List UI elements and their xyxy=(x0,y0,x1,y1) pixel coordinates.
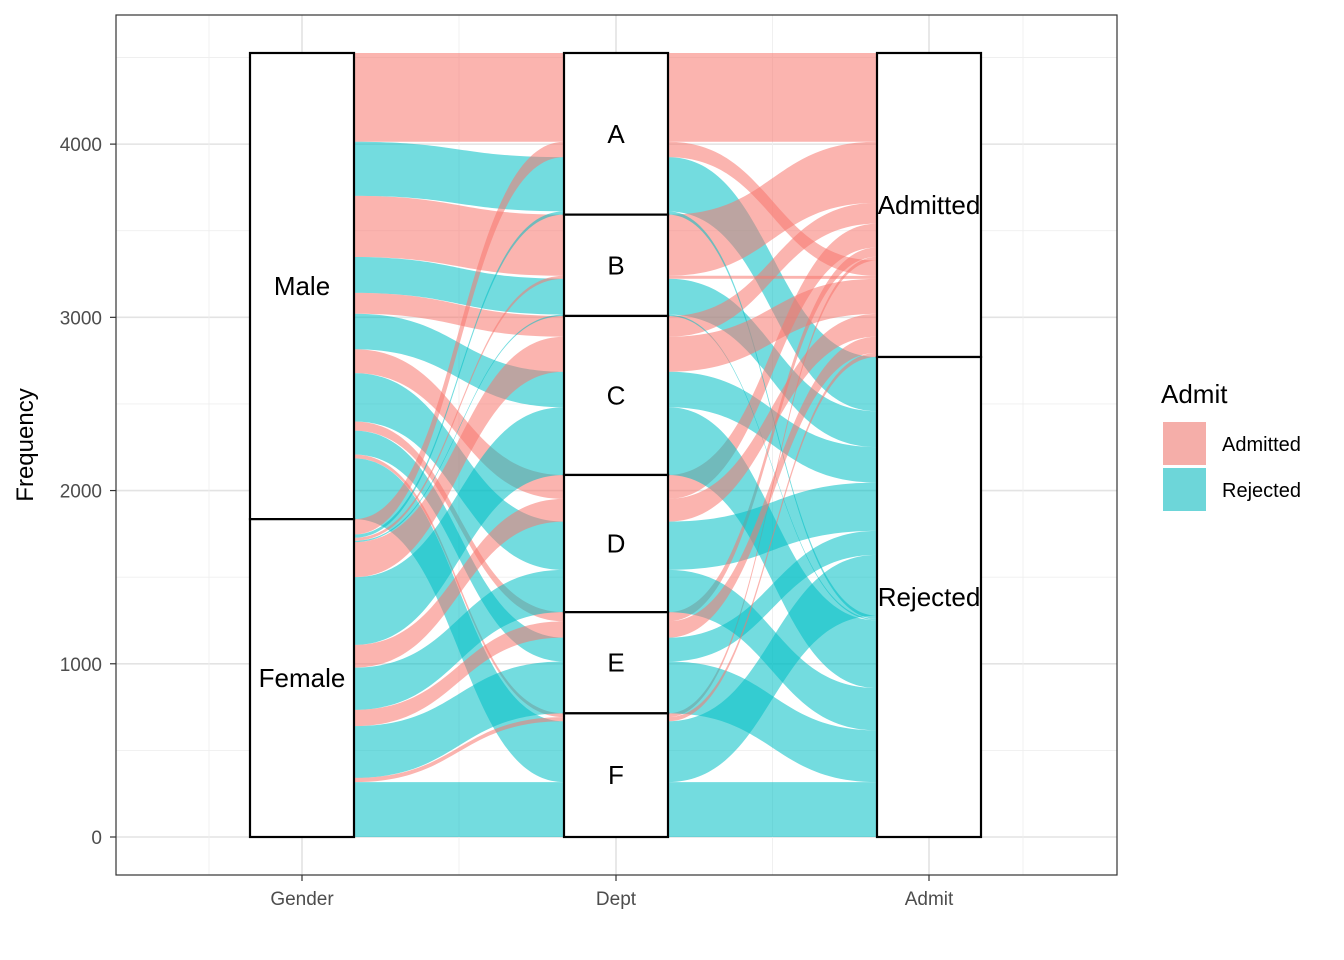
flow-female-f-admitted-dept xyxy=(668,352,877,722)
stratum-label-female: Female xyxy=(259,663,346,693)
stratum-admit-rejected xyxy=(875,355,983,839)
flow-female-e-admitted-dept xyxy=(668,336,877,638)
flow-female-b-rejected-dept xyxy=(668,314,877,621)
stratum-dept-e xyxy=(562,611,670,715)
stratum-dept-c xyxy=(562,314,670,477)
y-axis-title: Frequency xyxy=(12,388,39,501)
flow-male-d-admitted-gender xyxy=(354,349,564,499)
stratum-dept-b xyxy=(562,213,670,318)
flow-female-d-rejected-gender xyxy=(354,569,564,710)
stratum-label-d: D xyxy=(607,529,626,559)
flow-female-c-admitted-gender xyxy=(354,336,564,578)
y-tick-label: 3000 xyxy=(60,308,102,329)
flow-female-e-rejected-gender xyxy=(354,661,564,778)
y-tick-label: 4000 xyxy=(60,135,102,156)
stratum-label-c: C xyxy=(607,380,626,410)
stratum-label-f: F xyxy=(608,760,624,790)
flow-female-e-admitted-gender xyxy=(354,621,564,727)
flow-female-d-admitted-gender xyxy=(354,498,564,668)
flow-female-c-rejected-dept xyxy=(668,407,877,689)
flow-male-a-admitted-gender xyxy=(354,53,564,142)
stratum-label-male: Male xyxy=(274,271,330,301)
y-tick-label: 0 xyxy=(91,828,102,849)
stratum-label-a: A xyxy=(607,119,625,149)
x-tick-label-gender: Gender xyxy=(270,889,334,910)
stratum-label-e: E xyxy=(607,648,624,678)
legend: Admit Admitted Rejected xyxy=(1161,379,1301,511)
legend-title: Admit xyxy=(1161,379,1228,409)
stratum-label-rejected: Rejected xyxy=(878,582,981,612)
stratum-label-b: B xyxy=(607,250,624,280)
flow-female-c-admitted-dept xyxy=(668,278,877,372)
flow-male-e-rejected-dept xyxy=(668,530,877,662)
x-tick-label-admit: Admit xyxy=(905,889,954,910)
flow-male-b-admitted-gender xyxy=(354,195,564,276)
stratum-admit-admitted xyxy=(875,51,983,359)
flow-female-b-admitted-dept xyxy=(668,275,877,279)
y-axis: 0 1000 2000 3000 4000 xyxy=(60,135,116,849)
flow-female-f-rejected-dept xyxy=(668,782,877,837)
stratum-label-admitted: Admitted xyxy=(878,190,981,220)
legend-label-admitted: Admitted xyxy=(1222,434,1301,456)
flow-female-d-rejected-dept xyxy=(668,569,877,731)
x-tick-label-dept: Dept xyxy=(596,889,637,910)
flow-male-b-rejected-gender xyxy=(354,257,564,315)
flow-female-f-admitted-gender xyxy=(354,717,564,783)
legend-label-rejected: Rejected xyxy=(1222,480,1301,502)
flow-female-d-admitted-dept xyxy=(668,313,877,522)
flow-male-d-admitted-dept xyxy=(668,223,877,499)
flow-female-e-rejected-dept xyxy=(668,661,877,783)
y-tick-label: 2000 xyxy=(60,482,102,503)
strata: Male Female A B C D E F Admitted Rejected xyxy=(248,51,983,839)
x-axis: Gender Dept Admit xyxy=(270,875,954,910)
flow-male-c-admitted-dept xyxy=(668,202,877,337)
flow-male-e-admitted-dept xyxy=(668,247,877,622)
legend-swatch-admitted xyxy=(1163,422,1206,465)
stratum-gender-male xyxy=(248,51,356,521)
stratum-dept-f xyxy=(562,712,670,839)
flows xyxy=(354,53,877,837)
flow-female-a-rejected-gender xyxy=(354,211,564,538)
flow-female-a-admitted-dept xyxy=(668,141,877,276)
y-tick-label: 1000 xyxy=(60,655,102,676)
flow-female-b-rejected-gender xyxy=(354,314,564,543)
flow-female-f-rejected-gender xyxy=(354,782,564,837)
flow-female-c-rejected-gender xyxy=(354,407,564,645)
flow-male-c-admitted-gender xyxy=(354,292,564,337)
legend-swatch-rejected xyxy=(1163,468,1206,511)
stratum-gender-female xyxy=(248,518,356,839)
flow-male-a-admitted-dept xyxy=(668,53,877,142)
flow-female-b-admitted-gender xyxy=(354,275,564,541)
flow-female-a-admitted-gender xyxy=(354,141,564,535)
